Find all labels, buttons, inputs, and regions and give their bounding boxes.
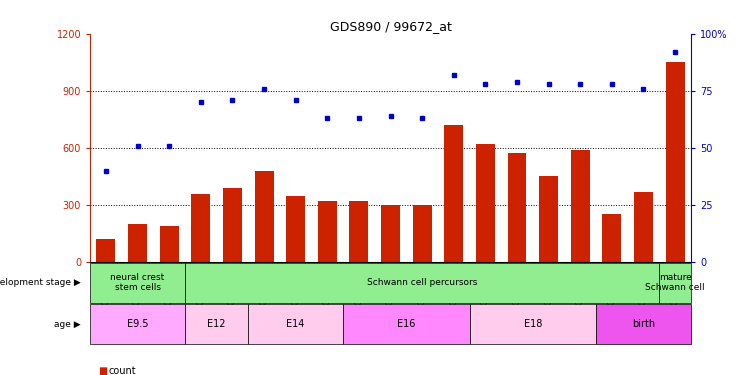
- Text: neural crest
stem cells: neural crest stem cells: [110, 273, 164, 292]
- Bar: [634, 192, 653, 262]
- Bar: [318, 201, 336, 262]
- Bar: [185, 263, 659, 303]
- Bar: [349, 201, 369, 262]
- Bar: [249, 304, 343, 344]
- Bar: [96, 239, 116, 262]
- Bar: [192, 194, 210, 262]
- Bar: [412, 205, 432, 262]
- Bar: [596, 304, 691, 344]
- Bar: [508, 153, 526, 262]
- Bar: [571, 150, 590, 262]
- Bar: [128, 224, 147, 262]
- Bar: [286, 196, 305, 262]
- Bar: [665, 62, 685, 262]
- Bar: [659, 263, 691, 303]
- Bar: [343, 304, 469, 344]
- Text: E18: E18: [523, 319, 542, 329]
- Bar: [223, 188, 242, 262]
- Text: ■: ■: [98, 366, 107, 375]
- Text: Schwann cell percursors: Schwann cell percursors: [367, 278, 478, 287]
- Bar: [445, 125, 463, 262]
- Bar: [381, 205, 400, 262]
- Bar: [185, 304, 249, 344]
- Bar: [539, 176, 558, 262]
- Text: birth: birth: [632, 319, 655, 329]
- Bar: [602, 214, 621, 262]
- Text: E14: E14: [286, 319, 305, 329]
- Text: age ▶: age ▶: [54, 320, 80, 329]
- Bar: [476, 144, 495, 262]
- Text: development stage ▶: development stage ▶: [0, 278, 80, 287]
- Text: mature
Schwann cell: mature Schwann cell: [645, 273, 705, 292]
- Bar: [255, 171, 273, 262]
- Title: GDS890 / 99672_at: GDS890 / 99672_at: [330, 20, 451, 33]
- Bar: [90, 263, 185, 303]
- Bar: [90, 304, 185, 344]
- Text: count: count: [109, 366, 137, 375]
- Bar: [160, 226, 179, 262]
- Bar: [469, 304, 596, 344]
- Text: E9.5: E9.5: [127, 319, 148, 329]
- Text: E16: E16: [397, 319, 415, 329]
- Text: E12: E12: [207, 319, 226, 329]
